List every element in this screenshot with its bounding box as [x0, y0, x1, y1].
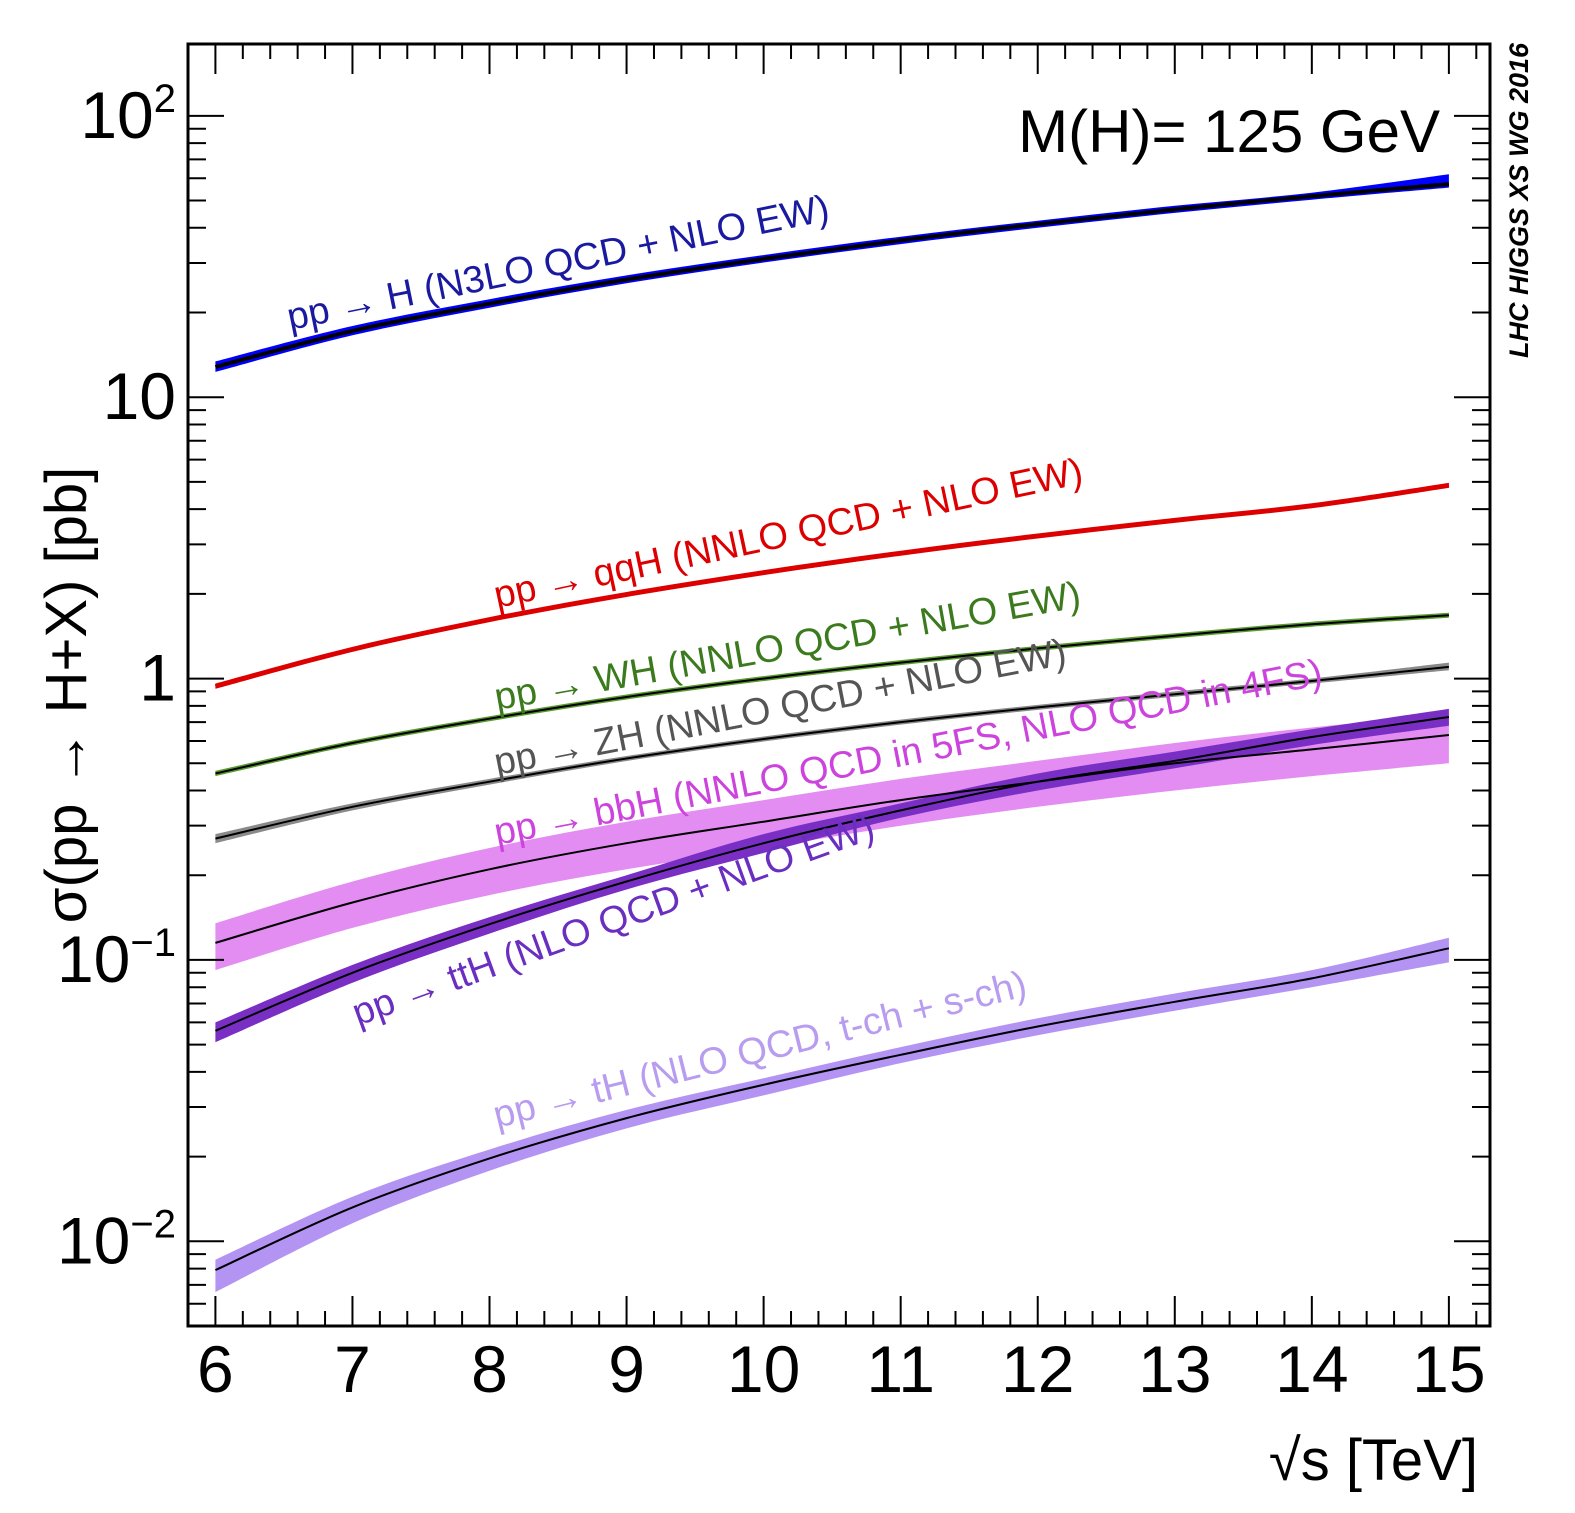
- y-tick-label: 10−2: [57, 1202, 176, 1277]
- band-6: [215, 937, 1449, 1293]
- central-line-6: [214, 947, 1450, 1272]
- y-tick-label: 10: [103, 359, 176, 433]
- band-4: [215, 713, 1449, 971]
- x-tick-label: 13: [1138, 1332, 1211, 1406]
- central-line-1: [214, 483, 1450, 689]
- plot-frame: [186, 42, 1492, 1328]
- x-tick-label: 7: [334, 1332, 371, 1406]
- x-axis-title: √s [TeV]: [1269, 1428, 1478, 1493]
- central-lines: [214, 182, 1450, 1272]
- x-tick-label: 9: [608, 1332, 645, 1406]
- central-line-4: [215, 734, 1450, 944]
- x-tick-label: 15: [1412, 1332, 1485, 1406]
- curve-labels: pp → H (N3LO QCD + NLO EW)pp → qqH (NNLO…: [283, 188, 1325, 1137]
- x-tick-label: 14: [1275, 1332, 1348, 1406]
- watermark: LHC HIGGS XS WG 2016: [1504, 42, 1534, 358]
- y-tick-label: 10−1: [57, 921, 176, 996]
- x-tick-label: 8: [471, 1332, 508, 1406]
- y-tick-label: 1: [139, 641, 176, 715]
- y-tick-label: 102: [80, 77, 176, 152]
- band-3: [215, 662, 1449, 844]
- x-tick-label: 11: [866, 1332, 935, 1406]
- central-line-2: [215, 614, 1449, 775]
- central-line-5: [215, 716, 1450, 1032]
- x-tick-label: 10: [727, 1332, 800, 1406]
- central-line-3: [215, 665, 1450, 840]
- x-tick-label: 12: [1001, 1332, 1074, 1406]
- tick-labels: 6 7 8 9 10 11 12 13 14 15 102 10 1 10−1 10−2: [57, 77, 1486, 1406]
- central-line-0: [214, 182, 1450, 369]
- band-5: [215, 708, 1449, 1043]
- y-axis-title: σ(pp → H+X) [pb]: [34, 467, 99, 923]
- axis-ticks: [188, 44, 1490, 1327]
- x-tick-label: 6: [197, 1332, 234, 1406]
- mass-annotation: M(H)= 125 GeV: [1018, 98, 1440, 165]
